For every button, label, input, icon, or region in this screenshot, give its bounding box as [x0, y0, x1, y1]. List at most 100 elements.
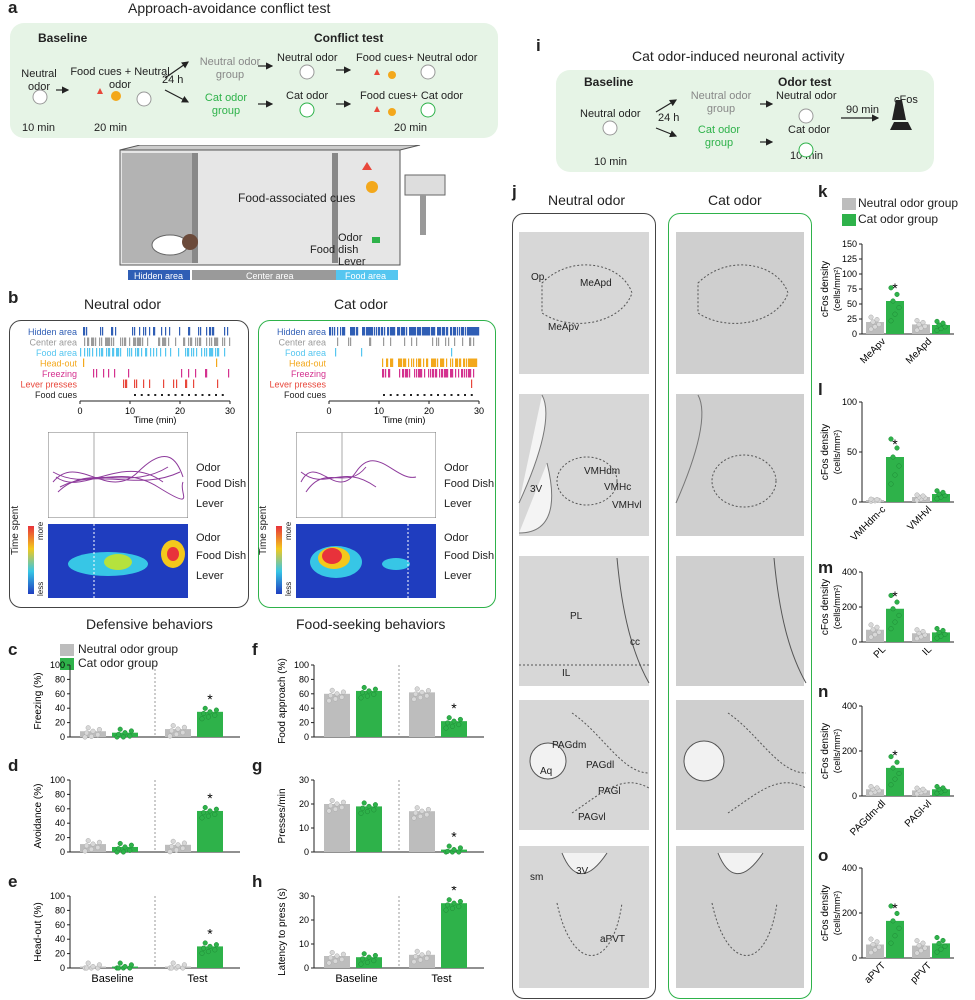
raster-tick [418, 327, 420, 336]
raster-tick [125, 379, 127, 388]
raster-tick [424, 369, 426, 378]
raster-tick [106, 348, 108, 357]
data-point [213, 942, 219, 948]
data-point [874, 317, 880, 323]
data-point [914, 327, 920, 333]
raster-tick [185, 348, 187, 357]
raster-tick [403, 327, 405, 336]
food-cue-tick [147, 394, 150, 396]
data-point [127, 847, 133, 853]
raster-tick [133, 337, 135, 346]
raster-tick [364, 327, 366, 336]
significance-star: * [892, 436, 898, 452]
raster-tick [411, 358, 413, 367]
raster-tick [376, 327, 378, 336]
raster-tick [472, 358, 474, 367]
food-neutral-label: Food cues+ Neutral odor [356, 52, 478, 64]
raster-tick [446, 327, 448, 336]
data-point [328, 803, 334, 809]
legend-odor-n: Odor [196, 462, 221, 474]
y-axis-unit: (cells/mm²) [832, 891, 842, 936]
raster-tick [173, 379, 175, 388]
less-c: less [284, 581, 293, 596]
data-point [890, 298, 896, 304]
raster-tick [124, 337, 126, 346]
y-axis-unit: (cells/mm²) [832, 430, 842, 475]
data-point [868, 314, 874, 320]
data-point [340, 689, 346, 695]
data-point [934, 784, 940, 790]
significance-star: * [451, 700, 457, 716]
raster-tick [411, 337, 413, 346]
raster-tick [419, 369, 421, 378]
data-point [894, 759, 900, 765]
k-legend-cat: Cat odor group [858, 212, 939, 226]
raster-tick [107, 337, 109, 346]
raster-tick [87, 337, 89, 346]
data-point [202, 940, 208, 946]
raster-tick [390, 337, 392, 346]
data-point [890, 606, 896, 612]
data-point [334, 801, 340, 807]
data-point [371, 691, 377, 697]
raster-tick [432, 337, 434, 346]
raster-tick [372, 327, 374, 336]
raster-tick [352, 327, 354, 336]
raster-tick [378, 327, 380, 336]
data-point [940, 489, 946, 495]
data-point [920, 493, 926, 499]
panel-m-letter: m [818, 558, 834, 577]
raster-row-label: Hidden area [28, 327, 77, 337]
chart-cfos-pl: cFos density (cells/mm²) 0 200 400 * PL IL [820, 567, 954, 661]
j-op: Op. [531, 272, 548, 283]
raster-tick [165, 327, 167, 336]
data-point [170, 960, 176, 966]
y-tick-label: 0 [60, 732, 65, 742]
data-point [167, 849, 173, 855]
data-point [890, 918, 896, 924]
data-point [212, 712, 218, 718]
raster-tick [417, 327, 419, 336]
raster-tick [178, 348, 180, 357]
raster-tick [454, 327, 456, 336]
raster-tick [374, 327, 376, 336]
raster-tick [106, 337, 108, 346]
raster-tick [428, 327, 430, 336]
raster-tick [80, 348, 82, 357]
raster-tick [168, 337, 170, 346]
data-point [180, 729, 186, 736]
raster-tick [206, 327, 208, 336]
data-point [443, 725, 449, 731]
x-category-label: PAGl-vl [903, 798, 934, 829]
panel-b-neutral-title: Neutral odor [84, 296, 162, 312]
k-legend-neutral-swatch [842, 198, 856, 210]
raster-tick [398, 327, 400, 336]
i-test-neutral: Neutral odor [776, 90, 837, 102]
raster-tick [469, 337, 471, 346]
odor-label: Odor [338, 232, 363, 244]
y-tick-label: 100 [294, 660, 309, 670]
raster-tick [464, 369, 466, 378]
raster-tick [470, 337, 472, 346]
raster-tick [92, 337, 94, 346]
data-point [361, 951, 367, 957]
panel-o-letter: o [818, 846, 829, 865]
raster-tick [183, 337, 185, 346]
raster-tick [343, 327, 345, 336]
raster-tick [165, 348, 167, 357]
raster-tick [200, 327, 202, 336]
y-tick-label: 100 [842, 397, 857, 407]
raster-tick [193, 348, 195, 357]
data-point [868, 936, 874, 942]
chart-presses: Presses/min 0 10 20 30 * [277, 775, 484, 857]
raster-tick [450, 369, 452, 378]
y-axis-unit: (cells/mm²) [832, 267, 842, 312]
raster-tick [111, 337, 113, 346]
raster-tick [385, 369, 387, 378]
raster-tick [403, 369, 405, 378]
y-tick-label: 0 [304, 963, 309, 973]
raster-tick [440, 358, 442, 367]
data-point [90, 728, 96, 734]
raster-tick [466, 358, 468, 367]
